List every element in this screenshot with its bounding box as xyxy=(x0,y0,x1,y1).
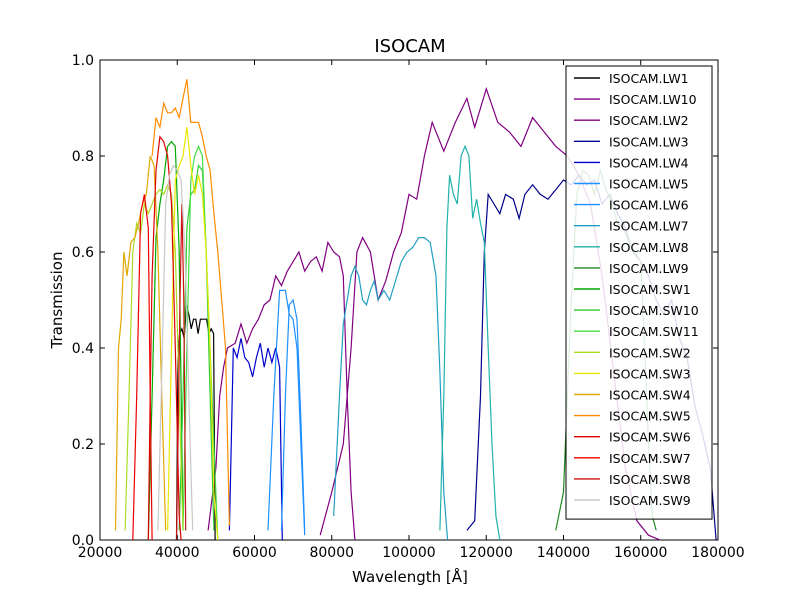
legend-label: ISOCAM.SW10 xyxy=(609,303,699,318)
legend-label: ISOCAM.LW5 xyxy=(609,177,689,192)
y-tick-label: 0.4 xyxy=(72,341,94,357)
legend-label: ISOCAM.SW11 xyxy=(609,324,699,339)
series-line-isocam-sw11 xyxy=(182,144,219,541)
y-tick-label: 0.6 xyxy=(72,245,94,261)
series-line-isocam-lw2 xyxy=(207,240,356,541)
series-line-isocam-sw6 xyxy=(147,135,182,541)
legend-label: ISOCAM.LW1 xyxy=(609,71,689,86)
x-tick-label: 120000 xyxy=(460,545,513,561)
series-line-isocam-sw10 xyxy=(178,164,215,531)
series-line-isocam-lw8 xyxy=(439,144,501,541)
x-axis-label: Wavelength [Å] xyxy=(352,567,468,586)
series-line-isocam-sw9 xyxy=(157,164,194,531)
legend-label: ISOCAM.LW2 xyxy=(609,113,689,128)
x-tick-label: 80000 xyxy=(309,545,354,561)
legend-label: ISOCAM.LW10 xyxy=(609,92,697,107)
x-tick-label: 60000 xyxy=(232,545,277,561)
y-tick-label: 1.0 xyxy=(72,53,94,69)
series-line-isocam-sw7 xyxy=(132,194,153,541)
x-tick-label: 20000 xyxy=(78,545,123,561)
legend-label: ISOCAM.SW3 xyxy=(609,366,691,381)
series-line-isocam-sw8 xyxy=(175,203,187,541)
chart-title: ISOCAM xyxy=(374,36,445,57)
legend-label: ISOCAM.LW7 xyxy=(609,219,689,234)
legend-label: ISOCAM.LW3 xyxy=(609,134,689,149)
series-line-isocam-lw4 xyxy=(228,338,283,541)
series-line-isocam-sw4 xyxy=(114,155,167,531)
series-line-isocam-sw3 xyxy=(167,127,219,541)
x-tick-label: 100000 xyxy=(382,545,435,561)
legend-label: ISOCAM.LW4 xyxy=(609,155,689,170)
legend-label: ISOCAM.SW7 xyxy=(609,451,691,466)
axes-layer: 20000 40000 60000 80000 100000 120000 140000 16… xyxy=(72,53,745,561)
series-line-isocam-sw5 xyxy=(151,79,230,526)
legend-label: ISOCAM.SW4 xyxy=(609,388,691,403)
legend-label: ISOCAM.SW5 xyxy=(609,409,691,424)
y-tick-label: 0.0 xyxy=(72,533,94,549)
legend-label: ISOCAM.LW6 xyxy=(609,198,689,213)
legend-label: ISOCAM.SW6 xyxy=(609,430,691,445)
legend-label: ISOCAM.SW9 xyxy=(609,493,691,508)
x-tick-label: 160000 xyxy=(614,545,667,561)
legend-label: ISOCAM.LW9 xyxy=(609,261,689,276)
legend-label: ISOCAM.LW8 xyxy=(609,240,689,255)
legend-label: ISOCAM.SW2 xyxy=(609,345,691,360)
y-tick-label: 0.8 xyxy=(72,149,94,165)
legend: ISOCAM.LW1 ISOCAM.LW10 ISOCAM.LW2 ISOCAM.LW… xyxy=(565,65,713,520)
series-line-isocam-lw7 xyxy=(333,237,449,541)
series-line-isocam-sw1 xyxy=(147,140,184,541)
series-line-isocam-lw5 xyxy=(267,289,306,536)
y-axis-label: Transmission xyxy=(48,252,66,350)
x-tick-label: 180000 xyxy=(691,545,744,561)
legend-label: ISOCAM.SW8 xyxy=(609,472,691,487)
series-line-isocam-lw6 xyxy=(280,298,306,531)
y-tick-label: 0.2 xyxy=(72,437,94,453)
x-tick-label: 40000 xyxy=(155,545,200,561)
x-tick-label: 140000 xyxy=(537,545,590,561)
legend-label: ISOCAM.SW1 xyxy=(609,282,691,297)
